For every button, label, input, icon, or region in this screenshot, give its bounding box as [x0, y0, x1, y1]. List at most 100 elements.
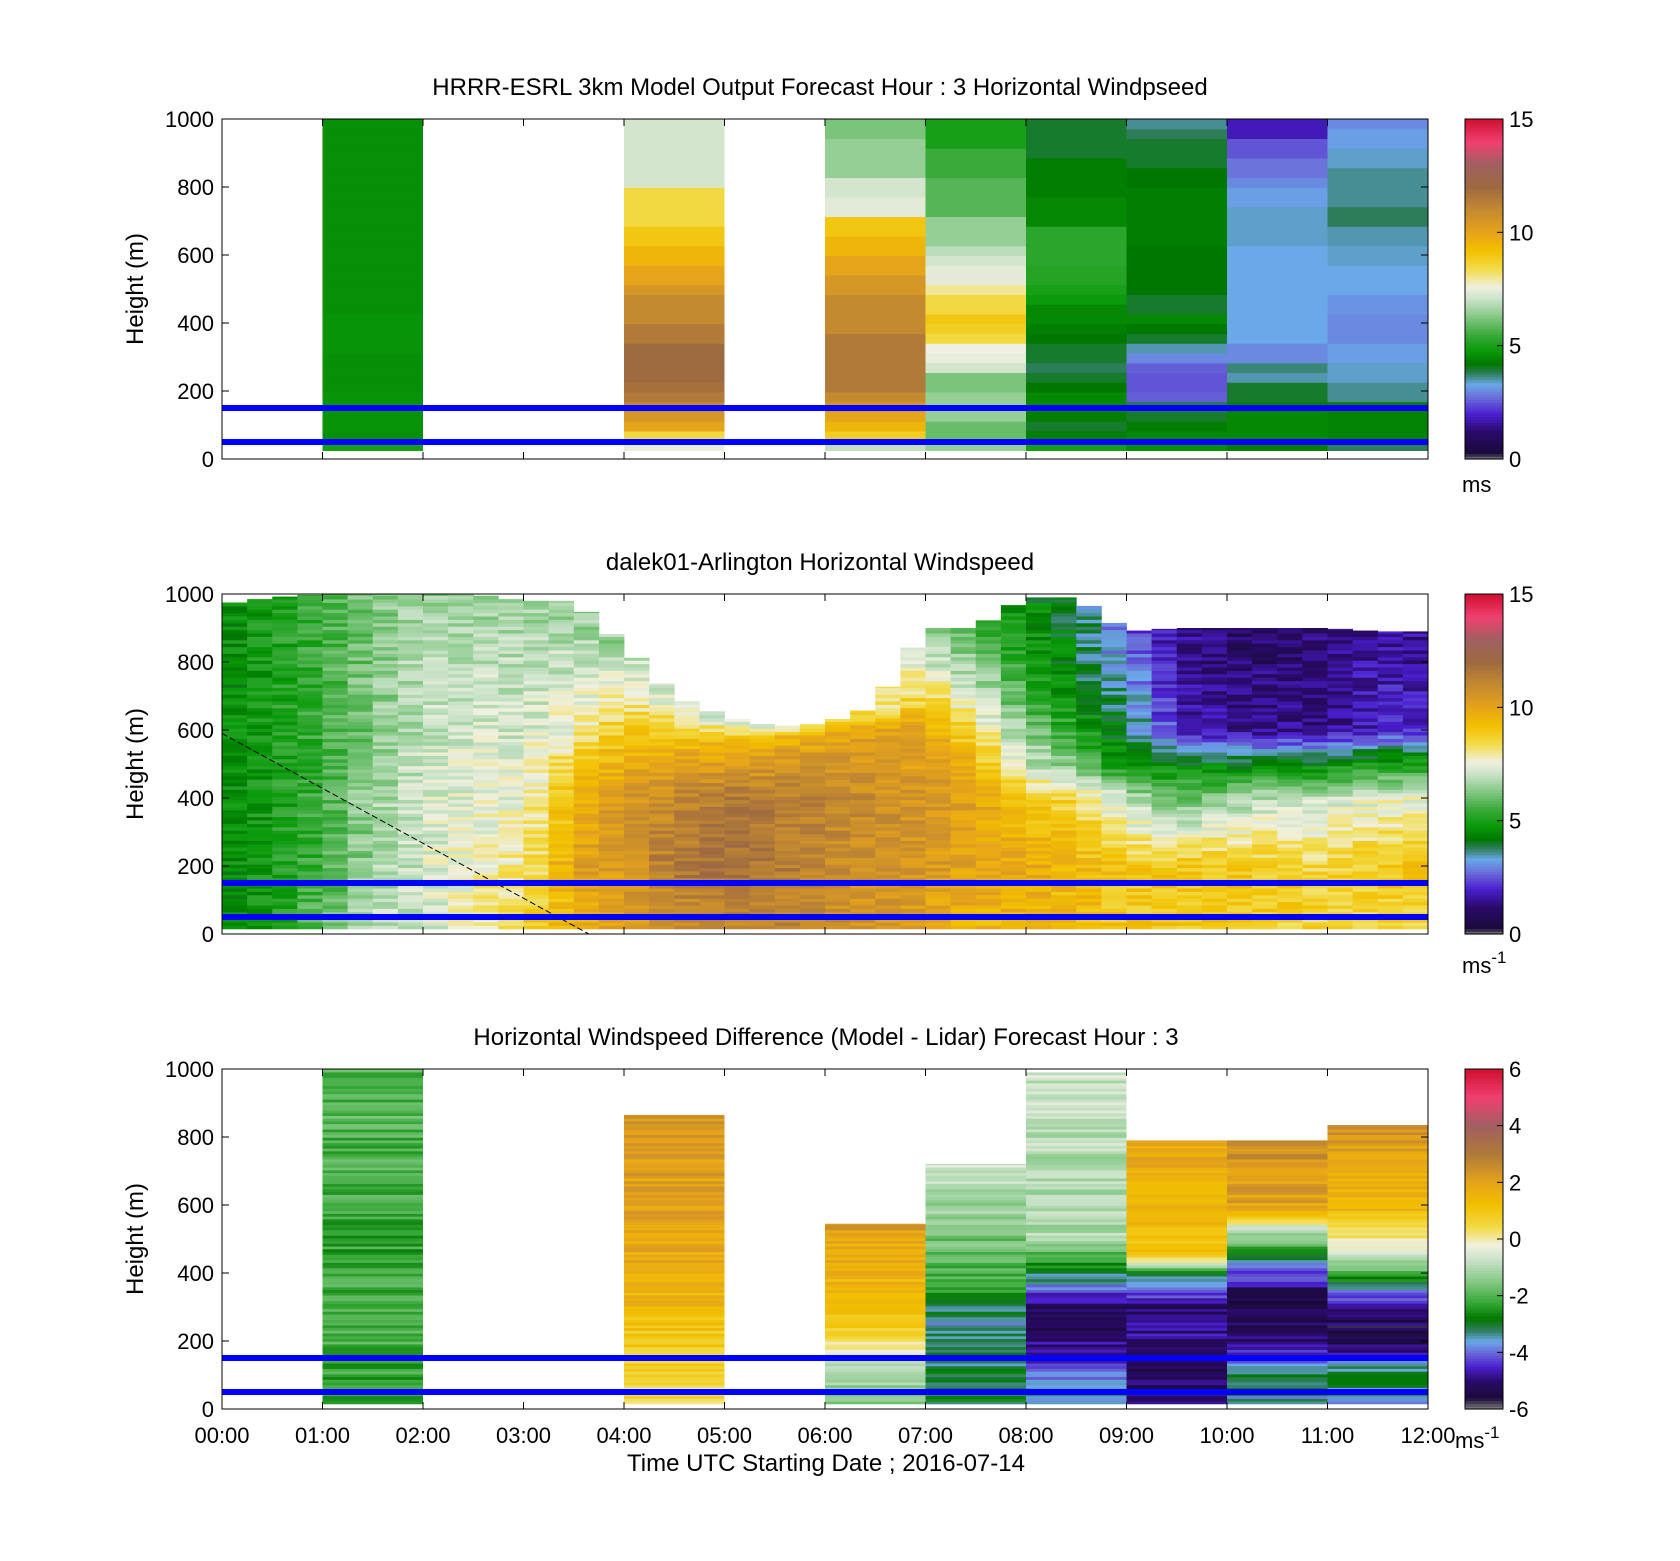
heatmap-cell — [498, 616, 524, 620]
heatmap-cell — [573, 690, 600, 695]
heatmap-cell — [222, 626, 248, 631]
heatmap-cell — [272, 891, 298, 896]
heatmap-cell — [1126, 755, 1153, 760]
heatmap-cell — [1302, 871, 1328, 875]
heatmap-cell — [498, 663, 524, 668]
heatmap-cell — [548, 898, 575, 903]
heatmap-cell — [1352, 925, 1379, 930]
heatmap-cell — [1000, 697, 1027, 702]
heatmap-cell — [1201, 629, 1228, 634]
heatmap-cell — [548, 697, 575, 702]
heatmap-cell — [1327, 769, 1354, 773]
colorbar-swatch — [1465, 917, 1503, 921]
heatmap-cell — [347, 616, 374, 620]
heatmap-cell — [347, 755, 374, 760]
heatmap-cell — [925, 721, 952, 726]
heatmap-cell — [397, 653, 424, 658]
heatmap-cell — [624, 918, 650, 923]
heatmap-cell — [850, 888, 876, 892]
heatmap-cell — [1277, 826, 1303, 831]
heatmap-cell — [624, 1352, 725, 1356]
heatmap-cell — [925, 857, 952, 862]
heatmap-cell — [975, 864, 1002, 869]
heatmap-cell — [272, 786, 298, 790]
heatmap-cell — [272, 874, 298, 879]
heatmap-cell — [1176, 769, 1203, 773]
heatmap-cell — [724, 738, 751, 743]
heatmap-cell — [1051, 871, 1077, 875]
heatmap-cell — [1176, 721, 1203, 726]
heatmap-cell — [724, 745, 751, 750]
heatmap-cell — [548, 905, 575, 909]
colorbar-frame — [1464, 118, 1504, 460]
heatmap-cell — [850, 847, 876, 852]
heatmap-cell — [950, 833, 977, 838]
heatmap-cell — [347, 646, 374, 651]
heatmap-cell — [1126, 833, 1153, 838]
heatmap-cell — [523, 738, 550, 743]
heatmap-cell — [699, 837, 725, 841]
heatmap-cell — [1000, 792, 1027, 797]
heatmap-cell — [1327, 857, 1354, 862]
heatmap-cell — [372, 891, 399, 896]
heatmap-cell — [548, 891, 575, 896]
heatmap-cell — [322, 673, 349, 678]
heatmap-cell — [1051, 786, 1077, 790]
heatmap-cell — [875, 925, 901, 930]
heatmap-cell — [950, 728, 977, 733]
heatmap-cell — [548, 816, 575, 821]
heatmap-cell — [1051, 891, 1077, 896]
heatmap-cell — [950, 673, 977, 678]
heatmap-cell — [548, 728, 575, 733]
heatmap-cell — [1101, 745, 1127, 750]
heatmap-cell — [1377, 874, 1404, 879]
heatmap-cell — [1101, 803, 1127, 807]
heatmap-cell — [1402, 636, 1429, 641]
heatmap-cell — [1026, 206, 1127, 217]
heatmap-cell — [1051, 796, 1077, 801]
heatmap-cell — [1252, 639, 1278, 644]
heatmap-cell — [322, 333, 423, 344]
heatmap-cell — [598, 687, 625, 692]
heatmap-cell — [1076, 697, 1102, 702]
heatmap-cell — [1352, 711, 1379, 716]
heatmap-cell — [624, 431, 725, 442]
heatmap-cell — [548, 901, 575, 906]
heatmap-cell — [699, 884, 725, 889]
heatmap-cell — [222, 602, 248, 607]
heatmap-cell — [950, 769, 977, 773]
heatmap-cell — [1352, 697, 1379, 702]
heatmap-cell — [925, 877, 952, 882]
heatmap-cell — [397, 663, 424, 668]
heatmap-cell — [1026, 779, 1052, 784]
heatmap-cell — [774, 854, 801, 858]
heatmap-cell — [1302, 772, 1328, 777]
heatmap-cell — [975, 874, 1002, 879]
colorbar-swatch — [1465, 354, 1503, 358]
heatmap-cell — [799, 792, 826, 797]
heatmap-cell — [272, 701, 298, 705]
heatmap-cell — [624, 392, 725, 403]
heatmap-cell — [825, 148, 926, 159]
heatmap-cell — [925, 667, 952, 671]
heatmap-cell — [1051, 718, 1077, 722]
heatmap-cell — [222, 894, 248, 899]
heatmap-cell — [397, 894, 424, 899]
heatmap-cell — [1176, 758, 1203, 763]
heatmap-cell — [1252, 646, 1278, 651]
heatmap-cell — [1277, 636, 1303, 641]
heatmap-cell — [272, 908, 298, 913]
heatmap-cell — [624, 694, 650, 699]
heatmap-cell — [1201, 755, 1228, 760]
heatmap-cell — [397, 779, 424, 784]
colorbar-swatch — [1465, 376, 1503, 381]
heatmap-cell — [322, 1371, 423, 1375]
heatmap-cell — [975, 925, 1002, 930]
heatmap-cell — [799, 806, 826, 811]
heatmap-cell — [297, 813, 323, 818]
heatmap-cell — [423, 799, 449, 804]
heatmap-cell — [749, 796, 776, 801]
heatmap-cell — [1252, 847, 1278, 852]
heatmap-cell — [523, 765, 550, 770]
heatmap-cell — [1352, 731, 1379, 736]
